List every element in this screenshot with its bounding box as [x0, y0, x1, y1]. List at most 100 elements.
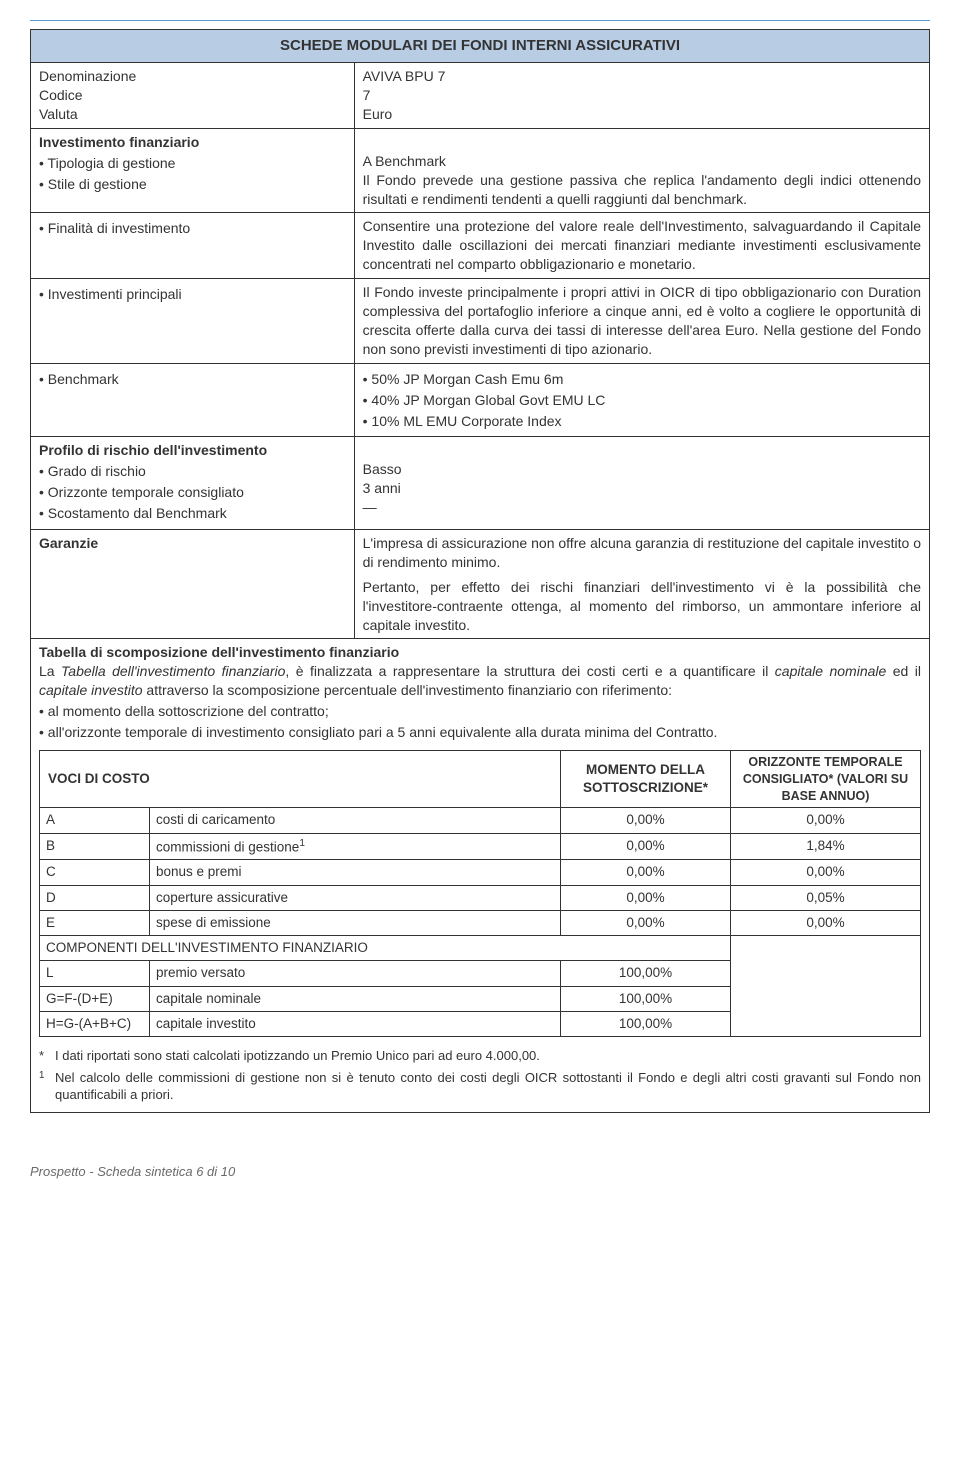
- cost-e-code: E: [40, 910, 150, 935]
- garanzie-p1: L'impresa di assicurazione non offre alc…: [363, 535, 921, 570]
- invprinc-value: Il Fondo investe principalmente i propri…: [354, 279, 929, 364]
- benchmark-label: Benchmark: [39, 370, 346, 389]
- cost-d-code: D: [40, 885, 150, 910]
- tabella-heading: Tabella di scomposizione dell'investimen…: [39, 643, 921, 662]
- cost-row-c: C bonus e premi 0,00% 0,00%: [40, 860, 921, 885]
- footnote-1-text: Nel calcolo delle commissioni di gestion…: [55, 1069, 921, 1104]
- grado-value: Basso: [363, 460, 921, 479]
- tabella-p1a: La: [39, 663, 61, 679]
- cost-row-d: D coperture assicurative 0,00% 0,05%: [40, 885, 921, 910]
- footnote-star-mark: *: [39, 1047, 55, 1065]
- tabella-p1e: ed il: [886, 663, 921, 679]
- finalita-value: Consentire una protezione del valore rea…: [354, 213, 929, 279]
- orizzonte-value: 3 anni: [363, 479, 921, 498]
- codice-value: 7: [363, 86, 921, 105]
- cost-l-desc: premio versato: [150, 961, 561, 986]
- row-invfin: Investimento finanziario Tipologia di ge…: [31, 128, 930, 213]
- header-title: SCHEDE MODULARI DEI FONDI INTERNI ASSICU…: [31, 30, 930, 63]
- cost-b-v1: 0,00%: [561, 833, 731, 860]
- stile-label: Stile di gestione: [39, 175, 346, 194]
- cost-l-code: L: [40, 961, 150, 986]
- row-tabella: Tabella di scomposizione dell'investimen…: [31, 639, 930, 1112]
- benchmark-item-1: 40% JP Morgan Global Govt EMU LC: [363, 391, 921, 410]
- page-footer: Prospetto - Scheda sintetica 6 di 10: [30, 1163, 930, 1181]
- tabella-bullet-1: all'orizzonte temporale di investimento …: [39, 723, 921, 742]
- tabella-p1b: Tabella dell'investimento finanziario: [61, 663, 285, 679]
- row-invprinc: Investimenti principali Il Fondo investe…: [31, 279, 930, 364]
- cost-l-v1: 100,00%: [561, 961, 731, 986]
- tabella-p1g: attraverso la scomposizione percentuale …: [143, 682, 673, 698]
- benchmark-item-2: 10% ML EMU Corporate Index: [363, 412, 921, 431]
- cost-row-e: E spese di emissione 0,00% 0,00%: [40, 910, 921, 935]
- valuta-value: Euro: [363, 105, 921, 124]
- benchmark-item-0: 50% JP Morgan Cash Emu 6m: [363, 370, 921, 389]
- denom-value: AVIVA BPU 7: [363, 67, 921, 86]
- top-rule: [30, 20, 930, 21]
- cost-g-v1: 100,00%: [561, 986, 731, 1011]
- footnotes: * I dati riportati sono stati calcolati …: [39, 1047, 921, 1104]
- invfin-heading: Investimento finanziario: [39, 133, 346, 152]
- cost-header-col2: ORIZZONTE TEMPORALE CONSIGLIATO* (VALORI…: [731, 750, 921, 808]
- cost-e-desc: spese di emissione: [150, 910, 561, 935]
- tabella-bullet-0: al momento della sottoscrizione del cont…: [39, 702, 921, 721]
- row-finalita: Finalità di investimento Consentire una …: [31, 213, 930, 279]
- cost-a-v2: 0,00%: [731, 808, 921, 833]
- row-benchmark: Benchmark 50% JP Morgan Cash Emu 6m 40% …: [31, 363, 930, 437]
- cost-row-subhead: COMPONENTI DELL'INVESTIMENTO FINANZIARIO: [40, 936, 921, 961]
- cost-c-desc: bonus e premi: [150, 860, 561, 885]
- cost-d-v1: 0,00%: [561, 885, 731, 910]
- footnote-1: 1 Nel calcolo delle commissioni di gesti…: [39, 1069, 921, 1104]
- tabella-cell: Tabella di scomposizione dell'investimen…: [31, 639, 930, 1112]
- invprinc-label: Investimenti principali: [39, 285, 346, 304]
- valuta-label: Valuta: [39, 105, 346, 124]
- cost-d-v2: 0,05%: [731, 885, 921, 910]
- invfin-value-cell: A Benchmark Il Fondo prevede una gestion…: [354, 128, 929, 213]
- grado-label: Grado di rischio: [39, 462, 346, 481]
- footnote-star: * I dati riportati sono stati calcolati …: [39, 1047, 921, 1065]
- denom-label: Denominazione: [39, 67, 346, 86]
- tabella-p1d: capitale nominale: [775, 663, 887, 679]
- tabella-paragraph: La Tabella dell'investimento finanziario…: [39, 662, 921, 700]
- scost-value: —: [363, 498, 921, 517]
- cost-b-desc-text: commissioni di gestione: [156, 839, 299, 854]
- cost-table-header-row: VOCI DI COSTO MOMENTO DELLA SOTTOSCRIZIO…: [40, 750, 921, 808]
- cost-a-desc: costi di caricamento: [150, 808, 561, 833]
- cost-h-code: H=G-(A+B+C): [40, 1011, 150, 1036]
- stile-value: Il Fondo prevede una gestione passiva ch…: [363, 171, 921, 209]
- cost-h-v1: 100,00%: [561, 1011, 731, 1036]
- footnote-star-text: I dati riportati sono stati calcolati ip…: [55, 1047, 540, 1065]
- orizzonte-label: Orizzonte temporale consigliato: [39, 483, 346, 502]
- cost-c-v1: 0,00%: [561, 860, 731, 885]
- header-row: SCHEDE MODULARI DEI FONDI INTERNI ASSICU…: [31, 30, 930, 63]
- footnote-1-mark: 1: [39, 1069, 55, 1104]
- cost-a-code: A: [40, 808, 150, 833]
- tipologia-value: A Benchmark: [363, 152, 921, 171]
- garanzie-p2: Pertanto, per effetto dei rischi finanzi…: [363, 578, 921, 635]
- cost-d-desc: coperture assicurative: [150, 885, 561, 910]
- cost-header-voci: VOCI DI COSTO: [40, 750, 561, 808]
- cost-e-v2: 0,00%: [731, 910, 921, 935]
- cost-b-sup: 1: [299, 838, 305, 849]
- tipologia-label: Tipologia di gestione: [39, 154, 346, 173]
- row-profilo: Profilo di rischio dell'investimento Gra…: [31, 437, 930, 530]
- tabella-p1f: capitale investito: [39, 682, 143, 698]
- cost-table: VOCI DI COSTO MOMENTO DELLA SOTTOSCRIZIO…: [39, 750, 921, 1037]
- cost-subhead: COMPONENTI DELL'INVESTIMENTO FINANZIARIO: [40, 936, 731, 961]
- row-garanzie: Garanzie L'impresa di assicurazione non …: [31, 529, 930, 638]
- cost-header-col1: MOMENTO DELLA SOTTOSCRIZIONE*: [561, 750, 731, 808]
- cost-h-desc: capitale investito: [150, 1011, 561, 1036]
- row-denom-codice-valuta: Denominazione Codice Valuta AVIVA BPU 7 …: [31, 63, 930, 129]
- codice-label: Codice: [39, 86, 346, 105]
- cost-empty-span: [731, 936, 921, 1037]
- profilo-heading: Profilo di rischio dell'investimento: [39, 441, 346, 460]
- cost-row-a: A costi di caricamento 0,00% 0,00%: [40, 808, 921, 833]
- finalita-label: Finalità di investimento: [39, 219, 346, 238]
- fund-sheet-table: SCHEDE MODULARI DEI FONDI INTERNI ASSICU…: [30, 29, 930, 1113]
- cost-c-code: C: [40, 860, 150, 885]
- cost-b-code: B: [40, 833, 150, 860]
- scost-label: Scostamento dal Benchmark: [39, 504, 346, 523]
- cost-b-v2: 1,84%: [731, 833, 921, 860]
- garanzie-value: L'impresa di assicurazione non offre alc…: [354, 529, 929, 638]
- benchmark-values: 50% JP Morgan Cash Emu 6m 40% JP Morgan …: [354, 363, 929, 437]
- invfin-label-cell: Investimento finanziario Tipologia di ge…: [31, 128, 355, 213]
